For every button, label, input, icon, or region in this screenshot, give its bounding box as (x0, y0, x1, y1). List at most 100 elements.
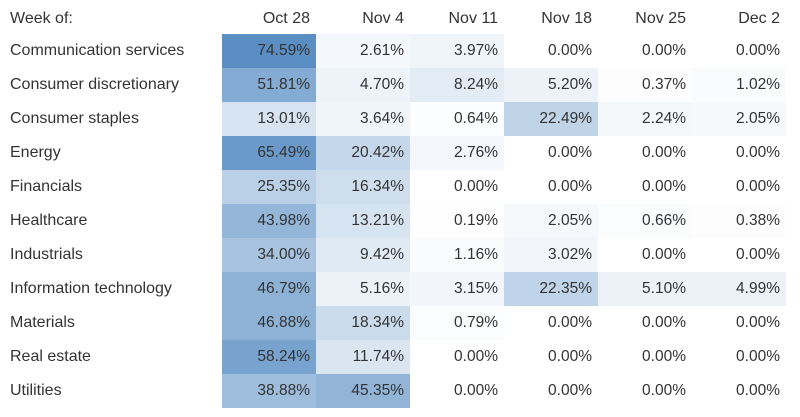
heatmap-cell (504, 170, 598, 204)
cell-value: 34.00% (257, 246, 310, 263)
heatmap-cell (692, 238, 786, 272)
heatmap-cell (410, 272, 504, 306)
cell-value: 3.15% (454, 280, 498, 297)
cell-value: 0.00% (736, 42, 780, 59)
heatmap-cell (410, 170, 504, 204)
heatmap-cell (504, 204, 598, 238)
cell-value: 0.00% (642, 246, 686, 263)
row-label-healthcare: Healthcare (10, 212, 88, 229)
heatmap-cell (692, 306, 786, 340)
cell-value: 13.21% (351, 212, 404, 229)
cell-value: 9.42% (360, 246, 404, 263)
cell-value: 2.76% (454, 144, 498, 161)
heatmap-cell (410, 374, 504, 408)
cell-value: 0.00% (548, 178, 592, 195)
heatmap-cell (598, 340, 692, 374)
heatmap-cell (504, 34, 598, 68)
cell-value: 0.00% (736, 246, 780, 263)
column-header-nov-25: Nov 25 (635, 10, 686, 27)
heatmap-cell (316, 238, 410, 272)
cell-value: 1.16% (454, 246, 498, 263)
heatmap-cell (598, 34, 692, 68)
heatmap-cell (410, 238, 504, 272)
heatmap-cell (504, 238, 598, 272)
heatmap-cell (222, 136, 316, 170)
cell-value: 1.02% (736, 76, 780, 93)
cell-value: 0.00% (454, 382, 498, 399)
cell-value: 8.24% (454, 76, 498, 93)
heatmap-cell (598, 102, 692, 136)
heatmap-cell (316, 136, 410, 170)
cell-value: 2.24% (642, 110, 686, 127)
cell-value: 11.74% (352, 348, 404, 365)
heatmap-cell (410, 340, 504, 374)
cell-value: 5.20% (548, 76, 592, 93)
cell-value: 65.49% (257, 144, 310, 161)
row-label-industrials: Industrials (10, 246, 83, 263)
heatmap-cell (598, 204, 692, 238)
heatmap-cell (410, 204, 504, 238)
heatmap-cell (504, 306, 598, 340)
column-header-nov-11: Nov 11 (448, 10, 498, 27)
heatmap-cell (222, 306, 316, 340)
row-label-financials: Financials (10, 178, 83, 195)
cell-value: 0.00% (548, 348, 592, 365)
heatmap-cell (692, 34, 786, 68)
cell-value: 0.00% (642, 348, 686, 365)
cell-value: 3.97% (454, 42, 498, 59)
heatmap-cell (410, 136, 504, 170)
cell-value: 38.88% (257, 382, 310, 399)
heatmap-cell (504, 68, 598, 102)
cell-value: 3.02% (548, 246, 592, 263)
heatmap-cell (222, 272, 316, 306)
cell-value: 45.35% (351, 382, 404, 399)
heatmap-cell (222, 102, 316, 136)
cell-value: 0.37% (642, 76, 686, 93)
cell-value: 5.16% (360, 280, 404, 297)
column-header-oct-28: Oct 28 (262, 10, 310, 27)
heatmap-cell (222, 374, 316, 408)
heatmap-cell (598, 272, 692, 306)
heatmap-cell (222, 34, 316, 68)
cell-value: 20.42% (351, 144, 404, 161)
cell-value: 4.70% (360, 76, 404, 93)
heatmap-cell (692, 374, 786, 408)
heatmap-cell (692, 340, 786, 374)
cell-value: 2.61% (360, 42, 404, 59)
cell-value: 0.64% (454, 110, 498, 127)
heatmap-cell (692, 204, 786, 238)
heatmap-cell (222, 238, 316, 272)
cell-value: 0.00% (642, 382, 686, 399)
heatmap-cell (316, 68, 410, 102)
heatmap-cell (692, 102, 786, 136)
heatmap-cell (222, 68, 316, 102)
cell-value: 46.79% (257, 280, 310, 297)
row-label-communication-services: Communication services (10, 42, 185, 59)
row-label-energy: Energy (10, 144, 61, 161)
heatmap-cell (598, 68, 692, 102)
heatmap-cell (598, 238, 692, 272)
cell-value: 2.05% (736, 110, 780, 127)
heatmap-cell (598, 306, 692, 340)
cell-value: 0.00% (642, 314, 686, 331)
cell-value: 43.98% (257, 212, 310, 229)
cell-value: 0.00% (642, 178, 686, 195)
row-label-utilities: Utilities (10, 382, 62, 399)
cell-value: 13.01% (257, 110, 310, 127)
column-header-nov-4: Nov 4 (362, 10, 404, 27)
heatmap-cell (410, 306, 504, 340)
heatmap-cell (504, 374, 598, 408)
cell-value: 3.64% (360, 110, 404, 127)
heatmap-cell (222, 204, 316, 238)
cell-value: 0.19% (454, 212, 498, 229)
cell-value: 2.05% (548, 212, 592, 229)
heatmap-cell (316, 102, 410, 136)
cell-value: 0.00% (454, 348, 498, 365)
cell-value: 16.34% (351, 178, 404, 195)
heatmap-cell (316, 374, 410, 408)
cell-value: 0.00% (548, 382, 592, 399)
heatmap-cell (410, 34, 504, 68)
heatmap-cell (316, 306, 410, 340)
cell-value: 46.88% (257, 314, 310, 331)
